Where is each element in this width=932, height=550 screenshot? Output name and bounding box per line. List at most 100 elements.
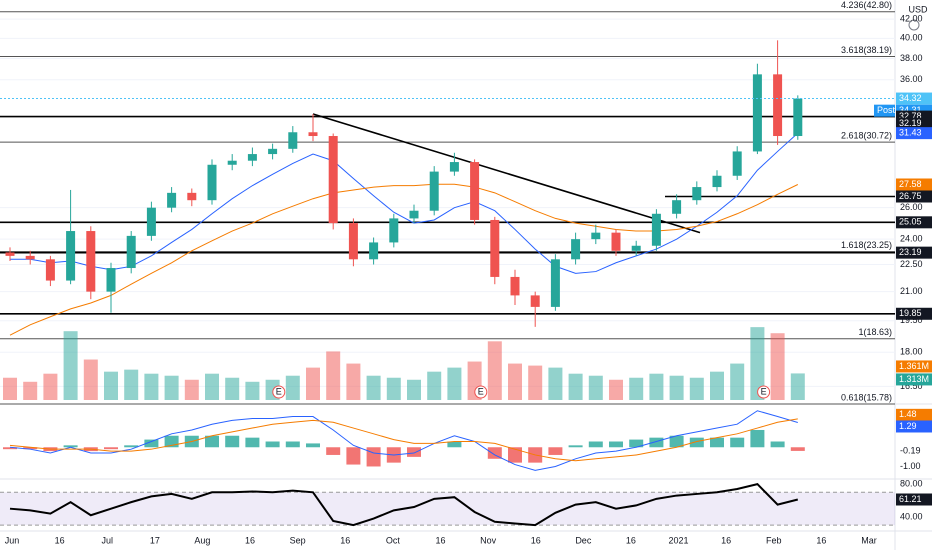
volume-bar xyxy=(3,377,17,400)
x-tick-label: Jun xyxy=(5,535,20,545)
macd-hist xyxy=(750,429,765,448)
earnings-marker xyxy=(474,385,488,399)
moving-average xyxy=(9,183,799,336)
settings-icon[interactable] xyxy=(908,19,920,31)
volume-bar xyxy=(63,331,78,400)
volume-bar xyxy=(366,375,381,400)
earnings-label: E xyxy=(478,386,484,396)
macd-label-box xyxy=(896,408,932,421)
candle-body xyxy=(106,268,116,292)
earnings-marker xyxy=(272,385,286,399)
candle-body xyxy=(651,213,661,246)
x-tick-label: 2021 xyxy=(669,535,689,545)
earnings-label: E xyxy=(761,386,767,396)
candle-body xyxy=(369,242,379,260)
volume-bar xyxy=(124,369,139,400)
x-tick-label: 16 xyxy=(55,535,65,545)
macd-hist xyxy=(326,447,341,455)
candle-body xyxy=(429,171,439,211)
candle-body xyxy=(45,259,55,281)
candle-body xyxy=(752,74,762,152)
price-label-box xyxy=(896,307,932,320)
y-tick-label: 24.00 xyxy=(900,234,923,244)
volume-bar xyxy=(43,373,58,400)
currency: USD xyxy=(908,4,928,14)
y-tick-label: 18.00 xyxy=(900,347,923,357)
price-label: 34.32 xyxy=(899,93,922,103)
x-tick-label: 16 xyxy=(435,535,445,545)
price-label-box xyxy=(896,190,932,203)
macd-hist xyxy=(346,447,361,465)
candle-body xyxy=(207,164,217,201)
volume-label-box xyxy=(896,373,932,386)
volume-bar xyxy=(609,379,623,400)
volume-bar xyxy=(790,373,805,400)
candle-body xyxy=(470,162,480,220)
fib-label: 1(18.63) xyxy=(858,327,892,337)
candle-body xyxy=(288,132,298,149)
x-tick-label: Aug xyxy=(194,535,210,545)
volume-bar xyxy=(588,375,603,400)
candle-body xyxy=(146,207,156,236)
volume-bar xyxy=(184,379,199,400)
volume-bar xyxy=(83,359,98,400)
fib-label: 0.618(15.78) xyxy=(841,392,892,402)
macd-hist xyxy=(285,441,300,448)
macd-tick-label: -1.00 xyxy=(900,461,921,471)
y-tick-label: 38.00 xyxy=(900,53,923,63)
macd-hist xyxy=(669,435,684,448)
macd-hist xyxy=(568,445,583,448)
x-tick-label: 17 xyxy=(150,535,160,545)
volume-bar xyxy=(144,373,159,400)
moving-average xyxy=(10,132,799,274)
price-label: 26.75 xyxy=(899,191,922,201)
candle-body xyxy=(712,175,722,188)
volume-bar xyxy=(346,363,361,400)
candle-body xyxy=(409,210,419,219)
volume-label-box xyxy=(896,360,932,373)
volume-bar xyxy=(427,371,442,400)
x-tick-label: 16 xyxy=(721,535,731,545)
x-tick-label: Mar xyxy=(861,535,877,545)
volume-bar xyxy=(548,367,563,400)
y-tick-label: 22.50 xyxy=(900,259,923,269)
candle-body xyxy=(773,74,783,137)
volume-bar xyxy=(629,377,644,400)
macd-hist xyxy=(265,441,280,448)
macd-hist xyxy=(144,439,159,448)
candle-body xyxy=(631,245,641,251)
candle-body xyxy=(732,151,742,176)
volume-label: 1.313M xyxy=(899,374,929,384)
trendline xyxy=(312,113,701,234)
volume-bar xyxy=(285,375,300,400)
candle-body xyxy=(348,223,358,260)
candle-body xyxy=(167,192,177,208)
price-label: 31.43 xyxy=(899,128,922,138)
volume-bar xyxy=(23,381,38,400)
x-tick-label: 16 xyxy=(531,535,541,545)
macd-hist xyxy=(710,437,724,448)
price-label: 27.58 xyxy=(899,179,922,189)
candle-body xyxy=(449,162,459,172)
fib-label: 4.236(42.80) xyxy=(841,0,892,10)
macd-hist xyxy=(63,445,78,448)
macd-hist xyxy=(508,447,522,463)
macd-hist xyxy=(245,437,260,448)
macd-hist xyxy=(407,447,421,457)
volume-bar xyxy=(245,381,260,400)
candle-body xyxy=(793,98,803,137)
macd-label: 1.29 xyxy=(899,421,917,431)
candle-body xyxy=(86,231,96,292)
candle-body xyxy=(550,259,560,307)
volume-bar xyxy=(568,373,583,400)
macd-hist xyxy=(3,447,17,450)
x-tick-label: 16 xyxy=(245,535,255,545)
x-tick-label: Sep xyxy=(290,535,306,545)
macd-label: 1.48 xyxy=(899,409,917,419)
macd-hist xyxy=(104,447,118,450)
macd-hist xyxy=(205,435,219,448)
volume-bar xyxy=(689,377,704,400)
volume-bar xyxy=(730,363,745,400)
price-label-box xyxy=(896,216,932,229)
